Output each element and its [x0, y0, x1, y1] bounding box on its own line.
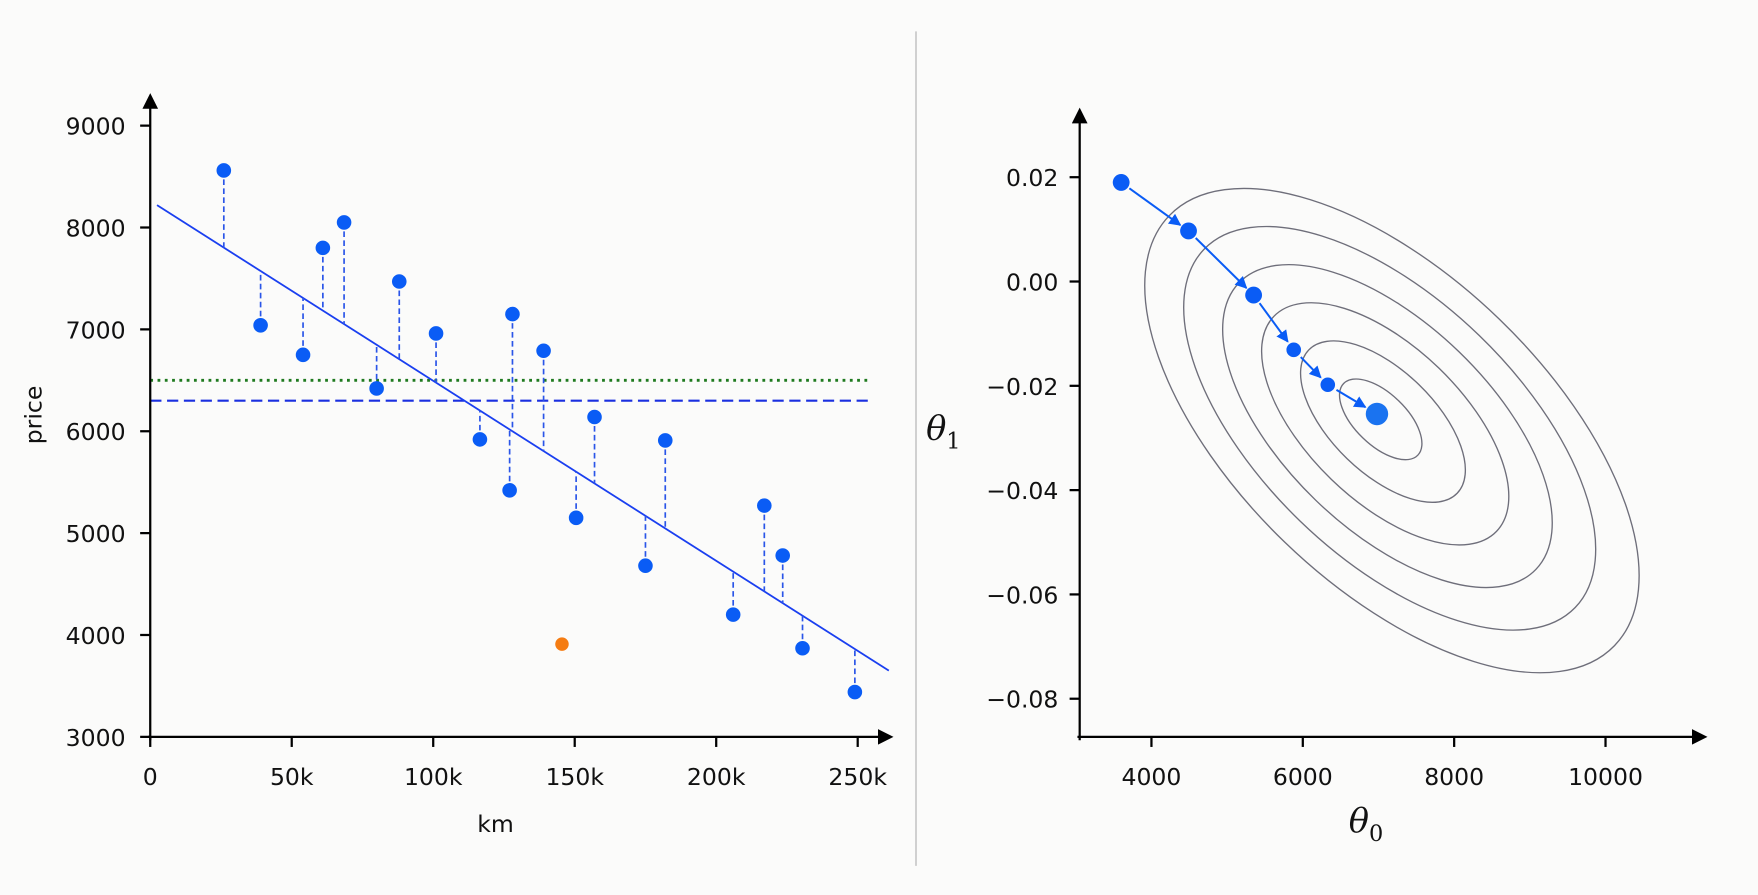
- left-y-axis-label: price: [19, 386, 47, 445]
- data-point: [369, 381, 384, 396]
- outlier-point: [555, 637, 569, 651]
- data-point: [536, 343, 551, 359]
- data-point: [253, 318, 268, 333]
- x-tick-label: 4000: [1122, 763, 1182, 791]
- data-point: [638, 558, 653, 574]
- y-tick-label: 0.00: [1006, 268, 1058, 296]
- left-x-axis-label: km: [477, 810, 514, 838]
- y-tick-label: 9000: [66, 113, 126, 141]
- x-tick-label: 10000: [1568, 763, 1643, 791]
- contour-line: [1260, 302, 1510, 546]
- right-chart-contour: 0.02 0.00 −0.02 −0.04 −0.06 −0.08 4000 6000 8000…: [926, 107, 1708, 847]
- descent-arrow: [1335, 389, 1367, 408]
- y-tick-label: −0.04: [986, 477, 1058, 505]
- y-tick-label: 7000: [66, 316, 126, 344]
- descent-step-point: [1180, 222, 1197, 240]
- data-point: [757, 498, 772, 513]
- data-point: [795, 640, 810, 656]
- left-chart-regression: 3000 4000 5000 6000 7000 8000 9000 0 50k 100k 150k…: [19, 93, 894, 838]
- y-tick-label: 0.02: [1006, 164, 1058, 192]
- data-point: [391, 274, 407, 289]
- data-point: [568, 510, 584, 526]
- svg-text:θ: θ: [1349, 801, 1369, 840]
- x-tick-label: 6000: [1273, 763, 1333, 791]
- x-tick-label: 50k: [270, 763, 314, 791]
- data-point: [315, 240, 331, 256]
- data-point: [657, 433, 673, 448]
- data-point: [847, 684, 863, 700]
- data-point: [428, 326, 444, 341]
- data-point: [472, 432, 488, 447]
- y-tick-label: −0.06: [986, 581, 1058, 609]
- x-tick-label: 8000: [1424, 763, 1484, 791]
- data-point: [336, 215, 352, 230]
- contour-line: [1183, 225, 1597, 631]
- y-tick-label: −0.08: [986, 686, 1058, 714]
- data-point: [725, 607, 741, 622]
- descent-step-point: [1320, 377, 1336, 393]
- y-tick-label: 5000: [66, 520, 126, 548]
- regression-line: [156, 204, 890, 672]
- data-point: [587, 409, 602, 425]
- minimum-point: [1365, 402, 1389, 426]
- x-tick-label: 250k: [828, 763, 887, 791]
- y-tick-label: −0.02: [986, 373, 1058, 401]
- descent-step-point: [1245, 286, 1263, 304]
- y-tick-label: 6000: [66, 418, 126, 446]
- x-tick-label: 0: [143, 763, 158, 791]
- data-point: [505, 306, 520, 322]
- contour-line: [1144, 187, 1640, 674]
- descent-arrow: [1258, 302, 1289, 343]
- data-point: [216, 163, 232, 178]
- x-tick-label: 100k: [404, 763, 463, 791]
- descent-arrow: [1195, 237, 1248, 289]
- data-point: [502, 483, 517, 498]
- descent-arrow: [1300, 356, 1322, 379]
- descent-arrow: [1128, 187, 1182, 226]
- contour-line: [1338, 378, 1423, 461]
- descent-step-point: [1286, 342, 1302, 358]
- svg-text:0: 0: [1369, 821, 1383, 847]
- y-tick-label: 3000: [66, 724, 126, 752]
- descent-step-point: [1112, 174, 1130, 191]
- svg-text:1: 1: [946, 429, 960, 455]
- x-tick-label: 200k: [687, 763, 746, 791]
- x-tick-label: 150k: [545, 763, 604, 791]
- y-tick-label: 8000: [66, 214, 126, 242]
- svg-text:θ: θ: [926, 409, 946, 448]
- contour-line: [1299, 340, 1467, 503]
- data-point: [775, 548, 790, 563]
- data-point: [295, 347, 311, 363]
- y-tick-label: 4000: [66, 622, 126, 650]
